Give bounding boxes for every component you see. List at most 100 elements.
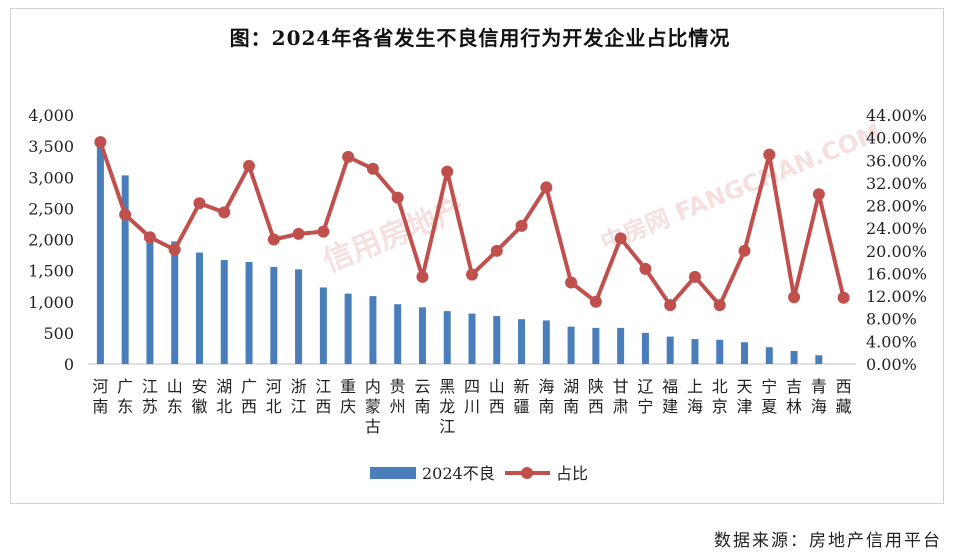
y-right-tick-label: 8.00%: [866, 310, 917, 329]
ratio-point-14: [441, 165, 454, 178]
bar-24: [691, 339, 699, 364]
y-right-tick-label: 4.00%: [866, 332, 917, 351]
ratio-point-30: [837, 291, 850, 304]
ratio-point-0: [94, 136, 107, 149]
x-tick-label-28: 吉林: [786, 377, 802, 416]
x-tick-label-1: 广东: [117, 377, 133, 416]
ratio-point-27: [763, 148, 776, 161]
y-right-tick-label: 32.00%: [866, 174, 927, 193]
y-left-tick-label: 2,500: [28, 199, 74, 218]
x-tick-label-16: 山西: [489, 377, 505, 416]
ratio-point-24: [688, 270, 701, 283]
y-right-tick-label: 36.00%: [866, 151, 927, 170]
x-tick-label-5: 湖北: [216, 377, 232, 416]
x-tick-label-13: 云南: [414, 377, 430, 416]
ratio-point-6: [243, 159, 256, 172]
legend-bar-swatch: [370, 467, 416, 479]
ratio-point-11: [366, 162, 379, 175]
legend-bar-label: 2024不良: [422, 464, 495, 483]
x-tick-label-2: 江苏: [142, 377, 158, 416]
y-left-tick-label: 0: [64, 355, 74, 374]
x-tick-label-11: 内蒙古: [365, 377, 381, 436]
x-tick-label-18: 海南: [538, 377, 554, 416]
ratio-point-15: [466, 268, 478, 281]
ratio-point-21: [614, 232, 627, 245]
bar-28: [790, 350, 798, 364]
ratio-point-29: [812, 188, 825, 201]
x-tick-label-27: 宁夏: [761, 377, 777, 416]
x-tick-label-21: 甘肃: [613, 377, 629, 416]
bar-21: [617, 327, 625, 364]
y-right-tick-label: 12.00%: [866, 287, 927, 306]
x-tick-label-3: 山东: [167, 377, 183, 416]
bar-3: [171, 241, 179, 364]
x-tick-label-9: 江西: [315, 377, 331, 416]
ratio-point-9: [317, 225, 330, 238]
x-tick-label-24: 上海: [687, 377, 703, 416]
bar-27: [765, 347, 773, 364]
x-tick-label-14: 黑龙江: [439, 377, 455, 436]
x-tick-label-6: 广西: [241, 377, 257, 416]
x-tick-label-8: 浙江: [291, 377, 307, 416]
bar-26: [741, 342, 749, 364]
y-right-tick-label: 16.00%: [866, 264, 927, 283]
bar-8: [295, 269, 303, 364]
ratio-point-1: [119, 208, 132, 221]
ratio-line: [98, 141, 846, 308]
ratio-point-28: [788, 291, 801, 304]
ratio-point-8: [292, 227, 305, 240]
x-tick-label-30: 西藏: [836, 377, 852, 416]
y-left-tick-label: 4,000: [28, 106, 74, 125]
y-right-tick-label: 0.00%: [866, 355, 917, 374]
ratio-point-12: [391, 191, 404, 204]
ratio-point-26: [738, 244, 751, 257]
ratio-point-20: [589, 295, 602, 308]
y-right-tick-label: 20.00%: [866, 242, 927, 261]
ratio-point-19: [565, 276, 578, 289]
ratio-point-16: [490, 244, 503, 257]
x-tick-label-29: 青海: [811, 377, 827, 416]
bar-29: [815, 355, 823, 364]
x-tick-label-15: 四川: [464, 377, 480, 416]
bar-6: [245, 261, 253, 364]
x-tick-label-22: 辽宁: [637, 377, 653, 416]
y-left-tick-label: 2,000: [28, 231, 74, 250]
ratio-point-18: [540, 181, 553, 194]
ratio-point-3: [168, 243, 181, 256]
x-tick-label-12: 贵州: [390, 377, 406, 416]
x-tick-label-0: 河南: [92, 377, 108, 416]
y-left-tick-label: 3,500: [28, 137, 74, 156]
x-tick-label-20: 陕西: [588, 377, 604, 416]
bar-19: [567, 326, 575, 364]
y-right-tick-label: 44.00%: [866, 106, 927, 125]
bar-13: [418, 307, 426, 364]
ratio-point-7: [267, 233, 280, 246]
bar-16: [493, 316, 501, 364]
bar-25: [716, 339, 724, 364]
legend-line-label: 占比: [556, 464, 588, 483]
bar-10: [344, 293, 352, 364]
bar-11: [369, 296, 377, 364]
ratio-point-2: [143, 231, 156, 244]
ratio-point-4: [193, 197, 206, 210]
y-left-tick-label: 3,000: [28, 168, 74, 187]
ratio-point-25: [713, 299, 726, 312]
y-left-tick-label: 1,500: [28, 262, 74, 281]
ratio-point-17: [515, 219, 528, 232]
bar-20: [592, 327, 600, 364]
data-source: 数据来源：房地产信用平台: [714, 531, 942, 551]
chart-title: 图：2024年各省发生不良信用行为开发企业占比情况: [229, 26, 731, 50]
y-right-tick-label: 28.00%: [866, 197, 927, 216]
bar-0: [96, 143, 104, 364]
x-tick-label-25: 北京: [712, 377, 728, 416]
bar-15: [468, 313, 476, 364]
bar-17: [518, 319, 526, 364]
x-tick-label-26: 天津: [737, 377, 753, 416]
x-tick-label-23: 福建: [662, 377, 678, 416]
bar-5: [220, 260, 228, 364]
x-tick-label-17: 新疆: [514, 377, 530, 416]
ratio-point-10: [342, 150, 355, 163]
legend-line-marker: [521, 467, 533, 479]
ratio-point-22: [639, 262, 652, 275]
